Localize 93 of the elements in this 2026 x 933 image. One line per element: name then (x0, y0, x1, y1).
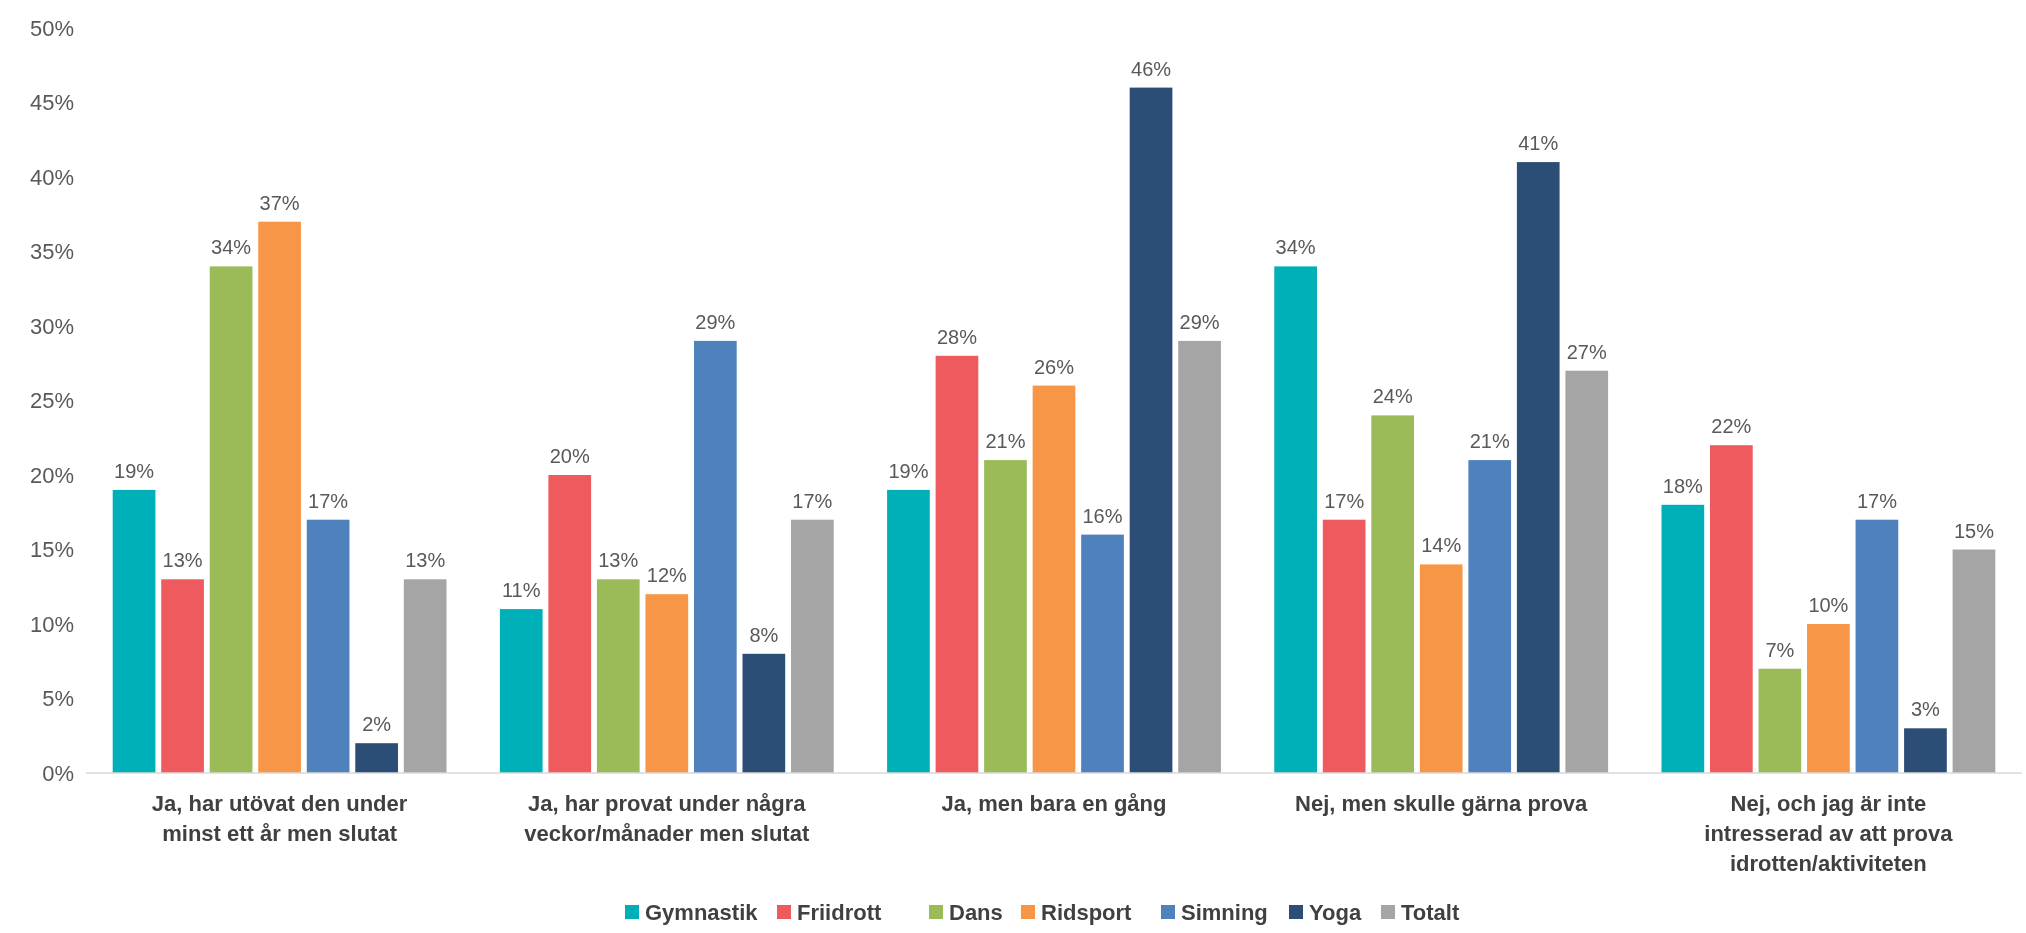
y-tick-label: 35% (29, 239, 74, 265)
bar (112, 489, 156, 773)
data-label: 41% (1518, 132, 1559, 155)
data-label: 19% (888, 459, 929, 482)
bar (499, 609, 543, 773)
y-tick-label: 30% (29, 313, 74, 339)
bar (1565, 370, 1609, 773)
bar (791, 519, 834, 773)
data-label: 17% (308, 489, 349, 512)
legend-label: Gymnastik (645, 899, 759, 925)
data-label: 26% (1033, 355, 1075, 378)
bar (1274, 266, 1317, 773)
x-tick-label: Nej, men skulle gärna prova (1295, 791, 1589, 816)
data-label: 21% (985, 430, 1026, 453)
bar (935, 355, 979, 773)
y-tick-label: 0% (42, 760, 74, 786)
data-label: 2% (362, 713, 392, 736)
bar (1516, 162, 1560, 773)
data-label: 29% (695, 310, 736, 333)
bar (984, 460, 1027, 773)
legend-label: Simning (1181, 899, 1268, 925)
data-label: 15% (1953, 519, 1995, 542)
data-label: 29% (1179, 310, 1220, 333)
bar (1419, 564, 1463, 773)
x-tick-label: Ja, men bara en gång (941, 791, 1167, 816)
bar (596, 579, 640, 773)
data-label: 16% (1082, 504, 1123, 527)
legend-label: Dans (949, 899, 1003, 925)
legend-label: Yoga (1309, 899, 1362, 925)
bar (548, 475, 592, 773)
data-label: 34% (211, 236, 252, 259)
legend-label: Totalt (1401, 899, 1460, 925)
data-label: 17% (792, 489, 833, 512)
bar (1710, 445, 1753, 773)
y-tick-label: 25% (29, 388, 74, 414)
legend-label: Friidrott (797, 899, 882, 925)
bar (1178, 340, 1221, 773)
x-tick-label: Ja, har utövat den under minst ett år men slutat (151, 791, 408, 846)
bar (1468, 460, 1512, 773)
x-tick-label: Nej, och jag är inte intresserad av att prova idrotten/aktiviteten (1704, 791, 1954, 876)
data-label: 7% (1765, 638, 1795, 661)
bar (403, 579, 447, 773)
data-label: 34% (1275, 236, 1316, 259)
bar (1129, 87, 1173, 773)
y-tick-label: 10% (29, 611, 74, 637)
data-label: 19% (114, 459, 155, 482)
bar (209, 266, 253, 773)
bar (1904, 728, 1947, 773)
data-label: 3% (1910, 698, 1941, 721)
data-label: 22% (1711, 415, 1752, 438)
bar (645, 594, 689, 773)
y-tick-label: 40% (29, 164, 74, 190)
data-label: 18% (1662, 474, 1704, 497)
bar (1661, 504, 1705, 773)
data-label: 46% (1131, 57, 1172, 80)
data-label: 21% (1469, 430, 1510, 453)
bar (161, 579, 204, 773)
bar (1952, 549, 1996, 773)
data-label: 17% (1856, 489, 1898, 512)
bar (693, 340, 737, 773)
data-label: 27% (1566, 340, 1607, 363)
bar (1807, 624, 1850, 773)
data-label: 24% (1372, 385, 1413, 408)
data-label: 8% (749, 623, 779, 646)
bar (1855, 519, 1899, 773)
data-label: 20% (549, 445, 590, 467)
data-label: 28% (936, 325, 978, 348)
data-label: 12% (646, 564, 688, 587)
y-tick-label: 15% (29, 537, 74, 563)
bar (1758, 668, 1802, 773)
data-label: 17% (1324, 489, 1365, 512)
y-tick-label: 5% (42, 686, 74, 712)
data-label: 13% (405, 549, 446, 572)
data-label: 10% (1808, 594, 1849, 616)
data-label: 13% (598, 549, 639, 572)
y-tick-label: 45% (29, 90, 74, 116)
data-label: 37% (259, 191, 300, 214)
data-label: 11% (501, 579, 541, 602)
legend-label: Ridsport (1041, 899, 1133, 925)
bar (1322, 519, 1366, 773)
bar (355, 743, 398, 773)
x-tick-label: Ja, har provat under några veckor/månader men slutat (524, 791, 810, 846)
y-tick-label: 20% (29, 462, 74, 488)
bar (306, 519, 350, 773)
bar (1371, 415, 1415, 773)
bar (1081, 534, 1124, 773)
data-label: 13% (162, 549, 203, 572)
y-tick-label: 50% (29, 15, 74, 41)
bar (742, 653, 786, 773)
bar (887, 489, 930, 773)
bar (258, 221, 301, 773)
data-label: 14% (1421, 534, 1462, 557)
bar (1032, 385, 1076, 773)
